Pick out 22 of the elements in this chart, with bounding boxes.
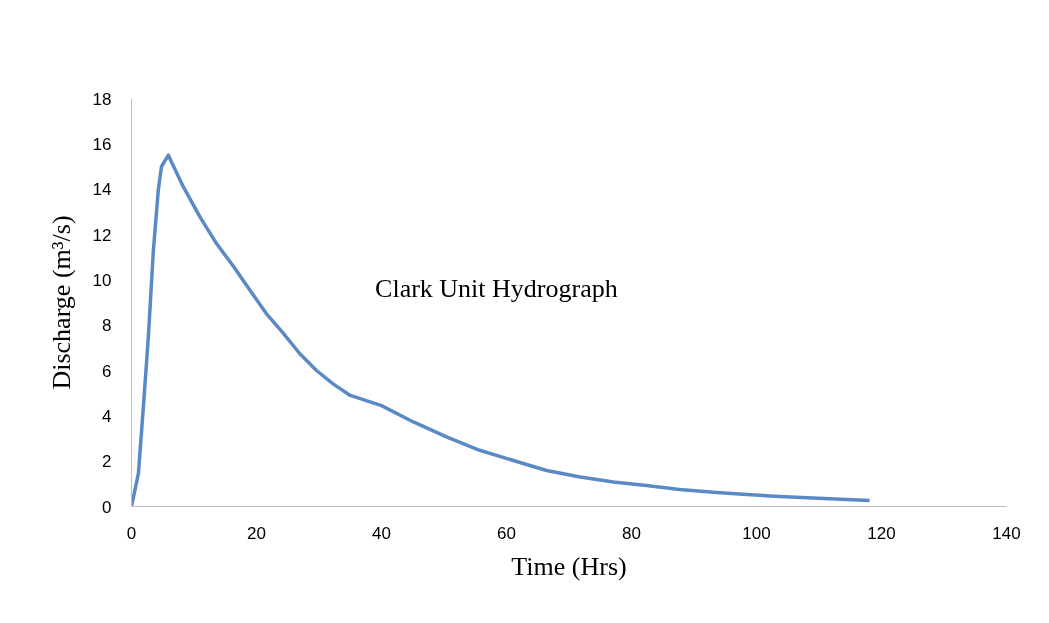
x-tick-label: 140 [992,523,1021,543]
y-tick-label: 0 [102,497,112,517]
y-tick-label: 2 [102,452,112,472]
y-tick-label: 8 [102,316,112,336]
y-tick-label: 10 [92,270,112,290]
x-axis-title: Time (Hrs) [511,551,627,581]
line-series [131,153,872,507]
y-tick-label: 4 [102,406,112,426]
y-tick-label: 16 [92,134,112,154]
x-tick-label: 100 [742,523,771,543]
annotation: Clark Unit Hydrograph [375,274,618,304]
y-tick-label: 14 [92,180,112,200]
y-tick-label: 12 [92,225,112,245]
x-tick-label: 60 [497,523,516,543]
y-tick-label: 6 [102,361,112,381]
y-axis-title: Discharge (m³/s) [46,215,76,390]
x-tick-label: 40 [372,523,391,543]
x-tick-label: 0 [126,523,137,543]
x-tick-label: 120 [867,523,896,543]
y-tick-label: 18 [92,89,112,109]
x-tick-label: 20 [247,523,266,543]
x-tick-label: 80 [622,523,641,543]
